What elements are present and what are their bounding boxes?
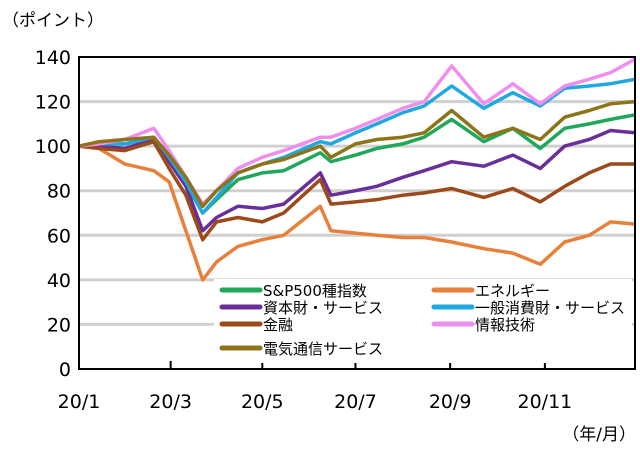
y-tick-label: 100 (35, 136, 71, 158)
legend-label: S&P500種指数 (263, 282, 367, 300)
y-tick-label: 60 (47, 225, 71, 247)
series-line-5 (78, 57, 636, 206)
series-line-1 (78, 144, 636, 282)
legend-label: エネルギー (475, 282, 550, 300)
series-lines (78, 57, 636, 282)
y-tick-label: 140 (35, 47, 71, 69)
x-tick-label: 20/7 (334, 391, 377, 413)
legend-label: 一般消費財・サービス (475, 299, 625, 317)
legend-label: 金融 (263, 316, 293, 334)
y-tick-label: 80 (47, 181, 71, 203)
x-tick-label: 20/5 (241, 391, 284, 413)
legend-label: 電気通信サービス (263, 340, 383, 358)
x-tick-label: 20/3 (149, 391, 192, 413)
y-axis-label: （ポイント） (2, 11, 104, 31)
y-tick-label: 120 (35, 92, 71, 114)
series-line-6 (78, 99, 636, 209)
y-tick-label: 20 (47, 314, 71, 336)
legend-label: 資本財・サービス (263, 299, 383, 317)
y-tick-label: 40 (47, 270, 71, 292)
x-axis-label: （年/月） (562, 425, 636, 445)
series-line-2 (79, 128, 636, 233)
x-tick-label: 20/1 (58, 391, 101, 413)
x-tick-label: 20/11 (517, 391, 572, 413)
plot-frame (78, 56, 636, 370)
legend-label: 情報技術 (475, 316, 535, 334)
y-tick-label: 0 (59, 359, 71, 381)
y-tick-labels: 0 20 40 60 80 100 120 140 (35, 47, 71, 381)
x-tick-label: 20/9 (429, 391, 472, 413)
legend-background (214, 279, 632, 363)
x-tick-labels: 20/1 20/3 20/5 20/7 20/9 20/11 (58, 361, 572, 413)
series-line-4 (78, 139, 635, 242)
